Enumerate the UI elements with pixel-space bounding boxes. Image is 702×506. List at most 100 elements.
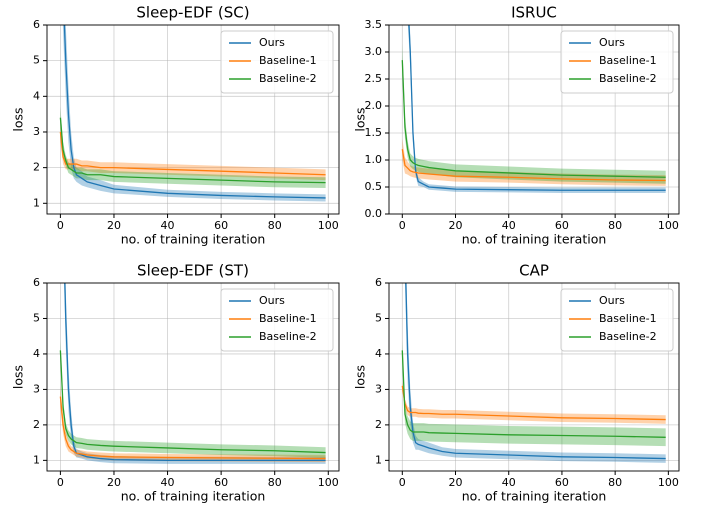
legend-label: Ours xyxy=(599,294,625,307)
x-tick-label: 20 xyxy=(449,476,463,489)
chart-title: ISRUC xyxy=(511,4,557,22)
y-tick-label: 0.5 xyxy=(365,180,383,193)
subplot: CAP no. of training iteration loss 0 20 40 60 8… xyxy=(353,262,680,504)
x-tick-label: 60 xyxy=(214,476,228,489)
x-tick-label: 80 xyxy=(608,219,622,232)
legend-label: Ours xyxy=(599,36,625,49)
series-line xyxy=(408,25,666,191)
legend-label: Baseline-2 xyxy=(259,330,317,343)
legend-label: Baseline-1 xyxy=(259,312,317,325)
error-band xyxy=(402,138,666,186)
x-axis-label: no. of training iteration xyxy=(121,489,266,504)
subplot: Sleep-EDF (SC) no. of training iteration l… xyxy=(11,4,340,247)
x-axis-label: no. of training iteration xyxy=(462,232,607,247)
series-line xyxy=(59,117,326,184)
series-line xyxy=(59,396,326,460)
y-tick-label: 1 xyxy=(33,453,40,466)
x-tick-label: 100 xyxy=(658,476,679,489)
y-tick-label: 6 xyxy=(33,276,40,289)
x-axis-label: no. of training iteration xyxy=(121,232,266,247)
legend: Ours Baseline-1 Baseline-2 xyxy=(220,288,334,352)
x-tick-label: 0 xyxy=(399,476,406,489)
axes-frame xyxy=(46,282,340,472)
x-tick-label: 20 xyxy=(107,219,121,232)
axes-frame xyxy=(388,282,680,472)
series-line xyxy=(401,149,666,182)
plot-area xyxy=(59,283,326,464)
plot-area xyxy=(401,25,666,193)
legend-box xyxy=(220,30,334,94)
y-tick-label: 3 xyxy=(33,382,40,395)
error-band xyxy=(404,283,666,463)
legend-box xyxy=(560,30,674,94)
legend: Ours Baseline-1 Baseline-2 xyxy=(220,30,334,94)
y-axis-label: loss xyxy=(353,107,368,131)
axes-frame xyxy=(46,24,340,215)
error-band xyxy=(60,339,326,458)
y-tick-label: 2.5 xyxy=(365,72,383,85)
y-axis-label: loss xyxy=(353,365,368,389)
subplot: ISRUC no. of training iteration loss 0 20 40 6… xyxy=(353,4,680,247)
legend-label: Ours xyxy=(259,36,285,49)
y-tick-label: 2 xyxy=(33,161,40,174)
y-tick-label: 3 xyxy=(375,382,382,395)
error-band xyxy=(402,339,666,447)
error-band xyxy=(60,121,326,181)
x-tick-label: 100 xyxy=(318,219,339,232)
legend-label: Baseline-2 xyxy=(599,330,657,343)
x-tick-label: 60 xyxy=(555,476,569,489)
legend-label: Baseline-2 xyxy=(599,72,657,85)
series-line xyxy=(401,60,666,178)
x-tick-label: 60 xyxy=(555,219,569,232)
error-band xyxy=(64,283,326,464)
error-band xyxy=(60,107,326,188)
error-band xyxy=(402,380,666,424)
x-tick-label: 0 xyxy=(57,476,64,489)
legend-label: Baseline-2 xyxy=(259,72,317,85)
y-tick-label: 1 xyxy=(375,453,382,466)
x-tick-label: 20 xyxy=(107,476,121,489)
y-axis-label: loss xyxy=(11,365,26,389)
legend-box xyxy=(560,288,674,352)
series-line xyxy=(401,350,666,438)
series-line xyxy=(64,283,326,462)
y-tick-label: 0.0 xyxy=(365,207,383,220)
series-line xyxy=(401,385,666,421)
y-tick-label: 1.0 xyxy=(365,153,383,166)
y-tick-label: 2.0 xyxy=(365,99,383,112)
subplot: Sleep-EDF (ST) no. of training iteration l… xyxy=(11,262,340,504)
legend: Ours Baseline-1 Baseline-2 xyxy=(560,30,674,94)
y-tick-label: 2 xyxy=(33,418,40,431)
x-tick-label: 40 xyxy=(502,219,516,232)
x-tick-label: 100 xyxy=(658,219,679,232)
plot-area xyxy=(401,283,666,463)
error-band xyxy=(62,25,326,202)
legend: Ours Baseline-1 Baseline-2 xyxy=(560,288,674,352)
legend-box xyxy=(220,288,334,352)
error-band xyxy=(402,43,666,184)
y-tick-label: 6 xyxy=(375,276,382,289)
chart-title: Sleep-EDF (SC) xyxy=(136,4,249,22)
x-axis-label: no. of training iteration xyxy=(462,489,607,504)
series-line xyxy=(63,25,326,199)
plot-area xyxy=(59,25,326,202)
x-tick-label: 20 xyxy=(449,219,463,232)
y-tick-label: 5 xyxy=(375,311,382,324)
x-tick-label: 100 xyxy=(318,476,339,489)
y-tick-label: 3 xyxy=(33,125,40,138)
y-tick-label: 3.5 xyxy=(365,18,383,31)
x-tick-label: 60 xyxy=(214,219,228,232)
x-tick-label: 40 xyxy=(502,476,516,489)
chart-title: CAP xyxy=(519,262,549,280)
series-line xyxy=(405,283,666,460)
y-tick-label: 2 xyxy=(375,418,382,431)
x-tick-label: 40 xyxy=(161,219,175,232)
axes-frame xyxy=(388,24,680,215)
y-tick-label: 5 xyxy=(33,311,40,324)
legend-label: Ours xyxy=(259,294,285,307)
y-tick-label: 4 xyxy=(33,347,40,360)
x-tick-label: 0 xyxy=(57,219,64,232)
x-tick-label: 80 xyxy=(268,476,282,489)
legend-label: Baseline-1 xyxy=(259,54,317,67)
y-tick-label: 4 xyxy=(33,89,40,102)
